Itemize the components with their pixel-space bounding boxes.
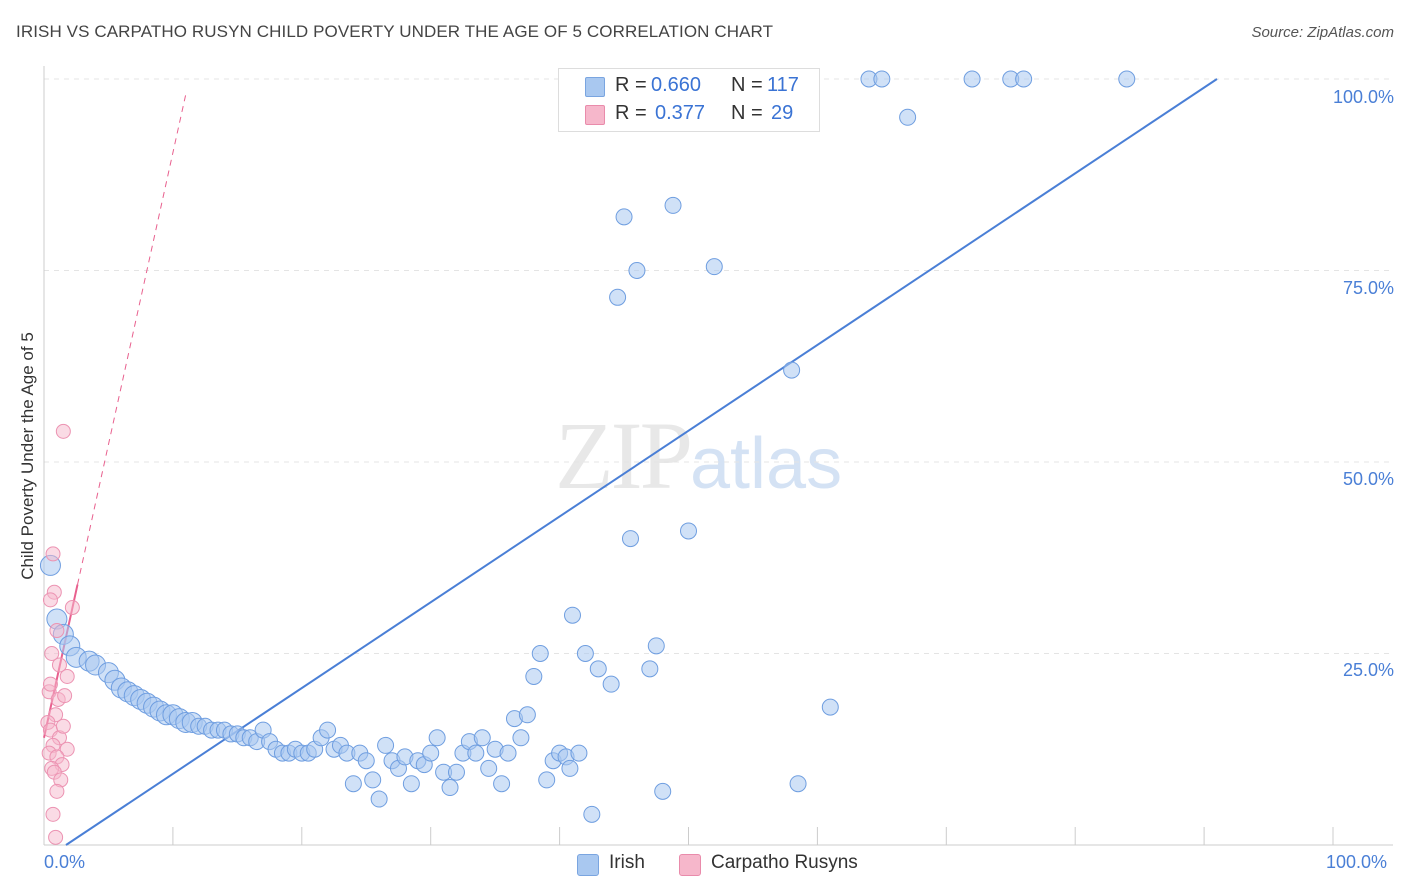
gridlines [44,78,1393,654]
point-carpatho-11 [57,688,73,704]
chart-source: Source: ZipAtlas.com [1251,24,1394,41]
legend-carpatho-n-label: N = [731,102,763,124]
point-irish-83 [583,805,601,823]
point-irish-58 [428,729,446,747]
point-irish-49 [370,790,388,808]
point-carpatho-25 [45,806,61,822]
stats-legend: R = 0.660 N = 117 R = 0.377 N = 29 [558,68,820,132]
point-carpatho-17 [59,741,75,757]
point-irish-82 [576,645,594,662]
legend-carpatho-r-value: 0.377 [655,102,706,124]
watermark-atlas: atlas [690,424,843,504]
point-irish-90 [641,660,659,678]
legend-swatch-irish [585,77,605,97]
point-irish-89 [628,262,646,279]
point-irish-68 [493,775,511,793]
point-irish-57 [422,744,440,762]
point-carpatho-5 [49,623,65,639]
point-irish-79 [561,759,579,777]
point-carpatho-26 [48,829,64,845]
point-irish-80 [563,606,581,624]
point-carpatho-0 [55,423,71,439]
point-irish-65 [473,729,491,747]
point-carpatho-24 [49,783,65,799]
point-irish-74 [531,645,549,662]
point-irish-48 [364,771,382,789]
point-irish-84 [589,660,607,678]
point-irish-88 [621,530,639,548]
trend-line-carpatho-extension [77,94,187,585]
point-carpatho-7 [51,657,67,673]
bottom-legend-swatch-irish [577,854,599,876]
point-irish-64 [467,744,485,762]
point-irish-81 [570,744,588,762]
point-irish-75 [538,771,556,789]
point-carpatho-4 [42,592,58,608]
point-carpatho-3 [64,600,80,616]
y-tick-label-50: 50.0% [1342,469,1394,489]
x-tick-label-100: 100.0% [1326,852,1388,872]
point-irish-116 [899,108,917,126]
point-irish-120 [1118,70,1136,88]
point-irish-45 [344,775,362,793]
point-carpatho-28 [55,718,71,734]
point-irish-61 [447,763,465,781]
axes [43,66,1393,846]
point-irish-50 [377,736,395,754]
point-irish-85 [602,675,620,693]
x-tick-label-0: 0.0% [44,852,86,872]
y-tick-label-75: 75.0% [1342,278,1394,298]
data-points [39,70,1136,845]
legend-carpatho-n-value: 29 [771,102,794,124]
legend-irish-n-label: N = [731,74,763,96]
watermark: ZIPatlas [555,400,842,511]
watermark-zip: ZIP [555,402,693,509]
point-irish-117 [963,70,981,88]
point-irish-98 [821,698,839,716]
bottom-legend-label-irish: Irish [609,852,645,873]
point-irish-93 [664,196,682,214]
point-carpatho-1 [45,546,61,562]
point-carpatho-8 [59,668,75,684]
point-irish-60 [441,779,459,797]
point-irish-54 [402,775,420,793]
point-carpatho-6 [44,646,60,661]
point-irish-92 [654,782,672,800]
point-irish-96 [783,361,801,379]
point-irish-95 [705,258,723,276]
point-irish-41 [319,721,337,739]
bottom-legend-label-carpatho: Carpatho Rusyns [711,852,858,873]
point-irish-91 [647,637,665,655]
legend-irish-r-label: R = [615,74,647,96]
legend-irish-n-value: 117 [767,74,799,96]
trend-line-irish [65,78,1218,846]
legend-carpatho-r-label: R = [615,102,647,124]
point-irish-66 [480,759,498,777]
legend-swatch-carpatho [585,105,605,125]
legend-irish-r-value: 0.660 [651,74,702,96]
y-tick-label-25: 25.0% [1342,660,1394,680]
point-irish-119 [1015,70,1033,88]
point-irish-72 [518,706,536,724]
point-irish-86 [609,288,627,306]
point-carpatho-27 [42,676,58,692]
point-irish-73 [525,667,543,685]
y-axis-label: Child Poverty Under the Age of 5 [18,332,37,580]
chart-title: IRISH VS CARPATHO RUSYN CHILD POVERTY UN… [16,22,774,41]
bottom-legend-swatch-carpatho [679,854,701,876]
y-tick-label-100: 100.0% [1332,87,1394,107]
point-irish-94 [680,522,697,540]
point-irish-71 [512,729,530,747]
point-irish-115 [873,70,891,88]
point-irish-97 [789,775,807,793]
point-irish-87 [615,208,633,226]
point-irish-69 [499,744,517,762]
point-irish-47 [357,752,375,770]
